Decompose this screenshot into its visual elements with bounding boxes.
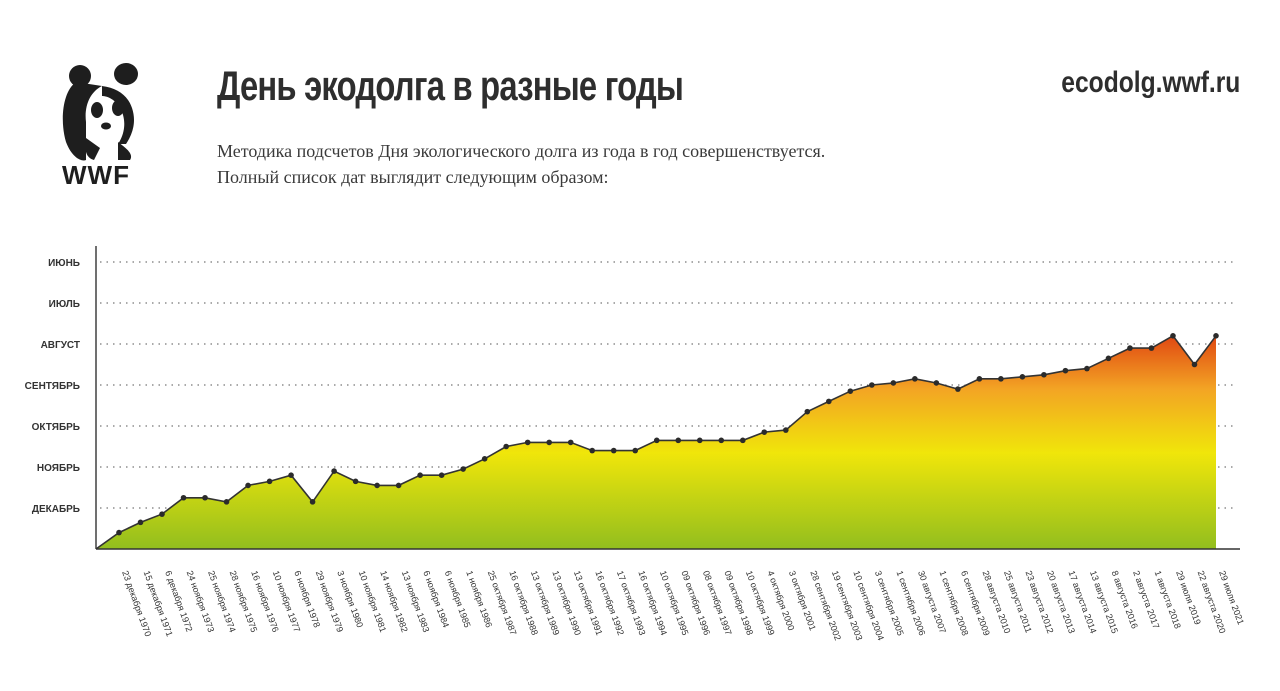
subtitle-line-2: Полный список дат выглядит следующим обр… [217,167,609,187]
data-point [438,472,445,478]
data-point [331,468,337,474]
data-point [675,437,682,444]
data-point [804,408,811,415]
data-point [417,472,423,478]
data-point [890,380,897,386]
data-point [309,499,316,505]
y-tick-label: СЕНТЯБРЬ [25,381,80,392]
page-title: День экодолга в разные годы [217,62,684,109]
data-point [223,499,230,505]
data-point [1084,365,1090,372]
data-point [1170,333,1176,339]
data-points [116,333,1219,536]
data-point [567,439,574,446]
data-point [632,447,639,454]
data-point [1127,345,1133,351]
data-point [998,376,1004,382]
data-point [696,437,703,444]
data-point [589,447,596,454]
data-point [912,376,918,382]
y-tick-label: ДЕКАБРЬ [32,504,80,515]
subtitle-line-1: Методика подсчетов Дня экологического до… [217,141,826,161]
data-point [137,519,144,526]
data-point [524,439,531,446]
data-point [481,456,488,462]
overshoot-day-chart: ИЮНЬ ИЮЛЬ АВГУСТ СЕНТЯБРЬ ОКТЯБРЬ НОЯБРЬ ДЕКАБ… [25,246,1246,642]
data-point [503,443,509,450]
data-point [266,478,273,485]
data-point [202,494,208,501]
data-point [1105,355,1112,362]
data-point [288,472,294,478]
y-tick-label: ОКТЯБРЬ [32,422,80,433]
data-point [955,386,961,392]
data-point [783,427,789,433]
y-tick-label: ИЮЛЬ [49,299,80,310]
data-point [761,429,768,435]
data-point [869,382,875,388]
data-point [718,437,725,444]
data-point [1213,333,1219,339]
y-tick-label: ИЮНЬ [48,258,80,269]
data-point [1191,361,1198,368]
data-point [460,466,466,472]
data-point [1019,374,1026,380]
data-point [159,511,165,517]
data-point [976,376,983,382]
y-axis-labels: ИЮНЬ ИЮЛЬ АВГУСТ СЕНТЯБРЬ ОКТЯБРЬ НОЯБРЬ ДЕКАБ… [25,258,80,515]
data-point [847,388,854,394]
data-point [653,437,660,444]
data-point [546,439,552,446]
data-point [245,482,251,489]
subtitle: Методика подсчетов Дня экологического до… [217,138,825,190]
data-point [1062,367,1069,374]
data-point [826,398,832,405]
site-url: ecodolg.wwf.ru [1060,66,1240,99]
panda-logo [62,63,138,161]
data-point [374,482,380,489]
data-point [610,447,617,454]
data-point [352,478,359,485]
y-tick-label: АВГУСТ [41,340,80,351]
y-tick-label: НОЯБРЬ [37,463,80,474]
data-point [116,529,122,536]
data-point [739,437,746,444]
data-point [180,494,187,501]
wwf-logo-text: WWF [62,160,130,190]
data-point [395,482,402,489]
data-point [1148,345,1155,351]
data-point [1041,371,1047,378]
data-point [933,380,940,386]
